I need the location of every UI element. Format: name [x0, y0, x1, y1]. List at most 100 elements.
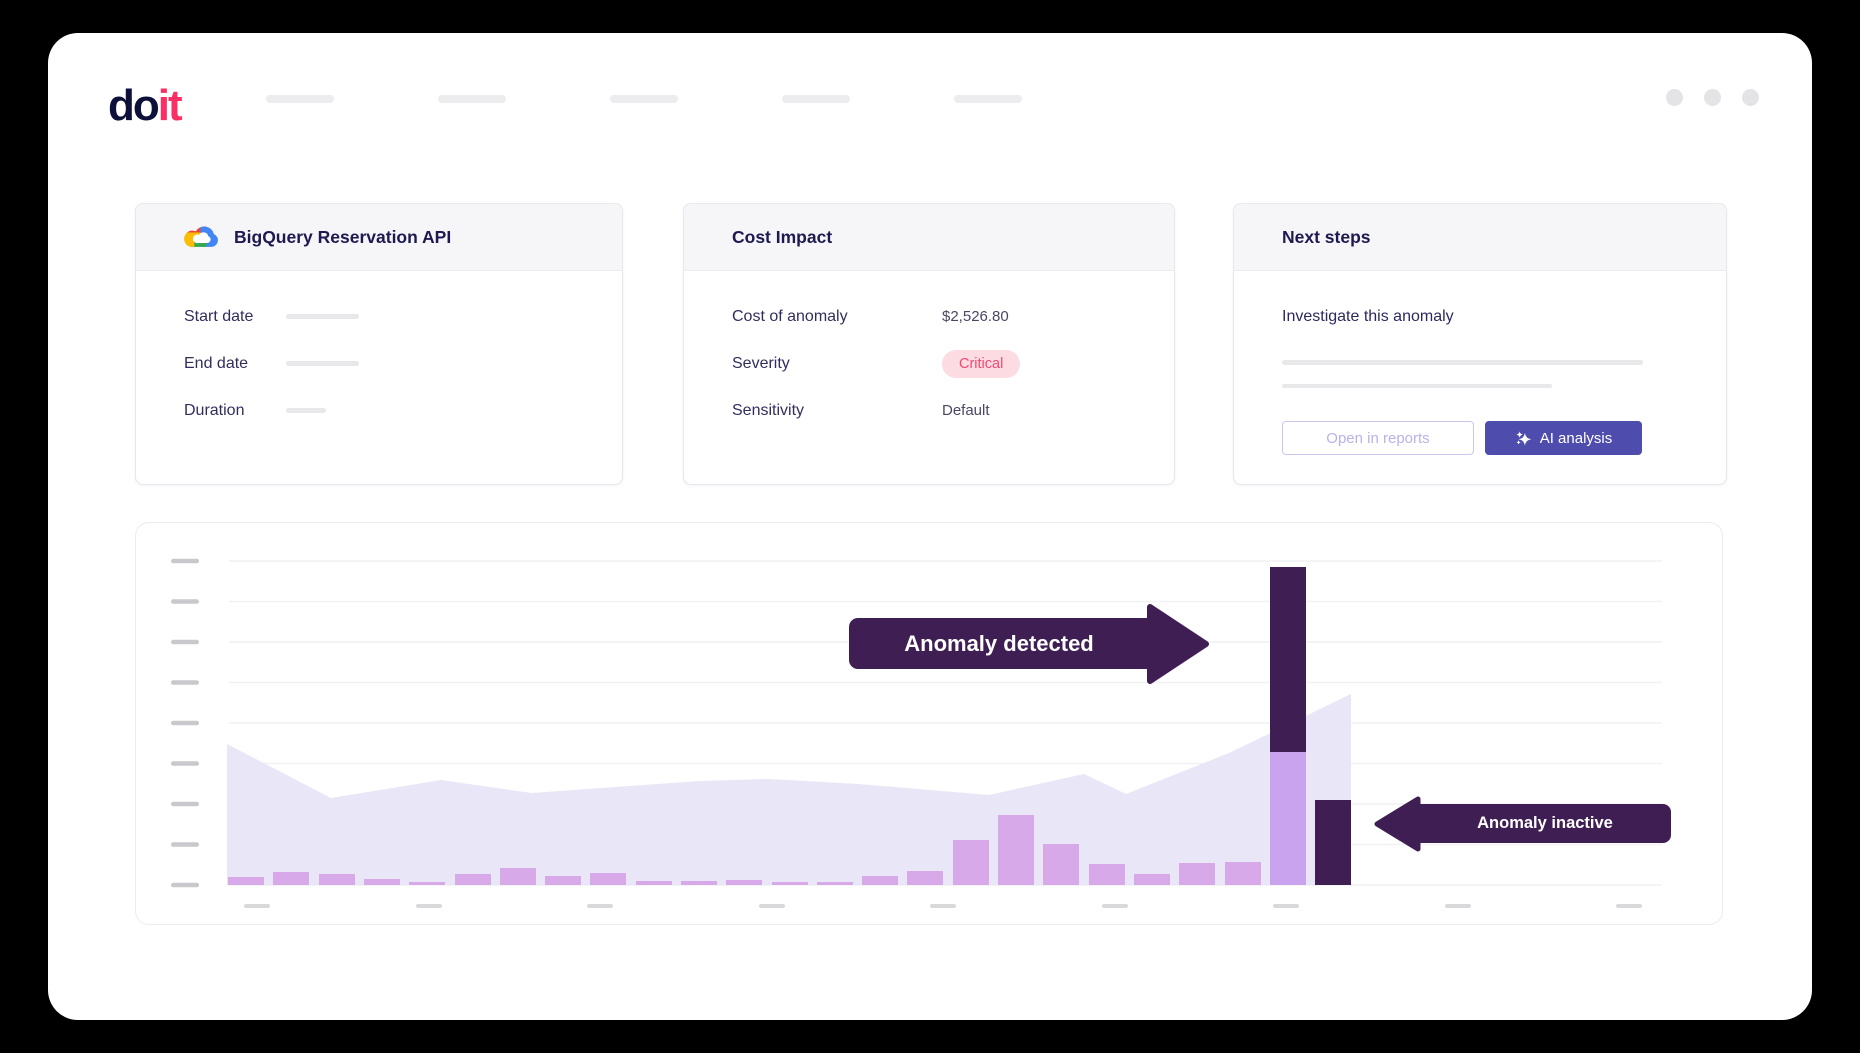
value-placeholder — [286, 408, 326, 413]
service-row: Start date — [184, 293, 574, 340]
cost-bar[interactable] — [907, 871, 943, 885]
next-steps-title: Next steps — [1282, 226, 1371, 247]
next-steps-card-header: Next steps — [1234, 204, 1726, 271]
x-axis-tick-placeholder — [930, 904, 956, 908]
cost-impact-row-value: Default — [942, 402, 990, 419]
cost-bar[interactable] — [953, 840, 989, 885]
anomaly-detected-banner: Anomaly detected — [849, 604, 1209, 684]
open-in-reports-button[interactable]: Open in reports — [1282, 421, 1474, 455]
anomaly-bar-baseline-part[interactable] — [1270, 752, 1306, 885]
cost-bar[interactable] — [364, 879, 400, 885]
service-row: End date — [184, 340, 574, 387]
service-row: Duration — [184, 387, 574, 434]
cost-bar[interactable] — [726, 880, 762, 885]
x-axis-tick-placeholder — [1445, 904, 1471, 908]
text-placeholder-line — [1282, 360, 1643, 365]
text-placeholder-line — [1282, 383, 1552, 388]
service-card-header: BigQuery Reservation API — [136, 204, 622, 271]
window-controls-placeholder — [1666, 89, 1759, 106]
cost-impact-card-body: Cost of anomaly $2,526.80 Severity Critical… — [684, 271, 1174, 434]
y-axis-tick-placeholder — [171, 882, 199, 888]
cost-bar[interactable] — [817, 882, 853, 885]
cost-bar[interactable] — [319, 874, 355, 885]
cost-impact-row-label: Severity — [732, 354, 790, 372]
service-card: BigQuery Reservation API Start date End d… — [135, 203, 623, 485]
cost-bar[interactable] — [636, 881, 672, 885]
cost-bar[interactable] — [998, 815, 1034, 885]
ai-analysis-label: AI analysis — [1539, 429, 1613, 447]
service-row-label: End date — [184, 354, 249, 372]
nav-placeholder-group — [266, 95, 1022, 103]
x-axis-tick-placeholder — [1273, 904, 1299, 908]
nav-item-placeholder — [266, 95, 334, 103]
cost-bar[interactable] — [1089, 864, 1125, 885]
value-placeholder — [286, 361, 359, 366]
x-axis-tick-placeholder — [759, 904, 785, 908]
x-axis-tick-placeholder — [1616, 904, 1642, 908]
service-row-label: Duration — [184, 401, 245, 419]
window-dot — [1742, 89, 1759, 106]
value-placeholder — [286, 314, 359, 319]
x-axis-tick-placeholder — [587, 904, 613, 908]
cost-bar[interactable] — [1225, 862, 1261, 885]
window-dot — [1704, 89, 1721, 106]
cost-impact-row-value: $2,526.80 — [942, 308, 1009, 325]
cost-impact-row: Severity Critical — [732, 340, 1126, 387]
y-axis-tick-placeholder — [171, 801, 199, 807]
doit-logo: doit — [108, 81, 183, 131]
anomaly-inactive-banner: Anomaly inactive — [1374, 796, 1671, 852]
cost-bar[interactable] — [500, 868, 536, 885]
window-dot — [1666, 89, 1683, 106]
logo-it: it — [157, 81, 183, 130]
sparkle-icon — [1515, 430, 1532, 447]
cost-bar[interactable] — [409, 882, 445, 885]
cost-bar[interactable] — [545, 876, 581, 885]
cost-bar[interactable] — [1043, 844, 1079, 885]
y-axis-tick-placeholder — [171, 842, 199, 847]
x-axis-tick-placeholder — [244, 904, 270, 908]
logo-do: do — [108, 81, 160, 130]
service-card-title: BigQuery Reservation API — [234, 226, 452, 247]
anomaly-inactive-label: Anomaly inactive — [1477, 814, 1613, 832]
cost-bar[interactable] — [1179, 863, 1215, 885]
y-axis-tick-placeholder — [171, 599, 199, 604]
cost-impact-row: Sensitivity Default — [732, 387, 1126, 434]
cost-impact-card: Cost Impact Cost of anomaly $2,526.80 Seve… — [683, 203, 1175, 485]
cost-bar[interactable] — [681, 881, 717, 885]
arrow-left-icon — [1373, 796, 1421, 857]
arrow-right-icon — [1147, 603, 1211, 691]
cost-bar[interactable] — [273, 872, 309, 885]
nav-item-placeholder — [610, 95, 678, 103]
y-axis-tick-placeholder — [171, 639, 199, 645]
cost-impact-row: Cost of anomaly $2,526.80 — [732, 293, 1126, 340]
y-axis-tick-placeholder — [171, 720, 199, 726]
cost-bar[interactable] — [228, 877, 264, 885]
cost-impact-title: Cost Impact — [732, 226, 833, 247]
next-steps-card: Next steps Investigate this anomaly Open… — [1233, 203, 1727, 485]
cost-bar[interactable] — [455, 874, 491, 885]
cost-impact-row-label: Sensitivity — [732, 401, 805, 419]
cost-bar[interactable] — [1134, 874, 1170, 885]
y-axis-tick-placeholder — [171, 680, 199, 685]
cost-chart-card: Anomaly detected Anomaly inactive — [135, 522, 1723, 925]
cost-bar[interactable] — [862, 876, 898, 885]
app-window: doit — [48, 33, 1812, 1020]
anomaly-bar-excess-part[interactable] — [1270, 567, 1306, 752]
anomaly-inactive-bar[interactable] — [1315, 800, 1351, 885]
cost-anomaly-chart[interactable] — [136, 523, 1724, 926]
x-axis-tick-placeholder — [416, 904, 442, 908]
service-card-body: Start date End date Duration — [136, 271, 622, 434]
y-axis-tick-placeholder — [171, 558, 199, 564]
cost-bar[interactable] — [590, 873, 626, 885]
next-steps-card-body: Investigate this anomaly Open in reports — [1234, 271, 1726, 455]
cost-impact-card-header: Cost Impact — [684, 204, 1174, 271]
investigate-text: Investigate this anomaly — [1282, 307, 1454, 325]
anomaly-detected-label: Anomaly detected — [904, 630, 1094, 656]
y-axis-tick-placeholder — [171, 761, 199, 766]
cost-bar[interactable] — [772, 882, 808, 885]
cost-impact-row-label: Cost of anomaly — [732, 307, 848, 325]
ai-analysis-button[interactable]: AI analysis — [1485, 421, 1642, 455]
baseline-area — [227, 694, 1351, 885]
google-cloud-icon — [184, 220, 221, 254]
